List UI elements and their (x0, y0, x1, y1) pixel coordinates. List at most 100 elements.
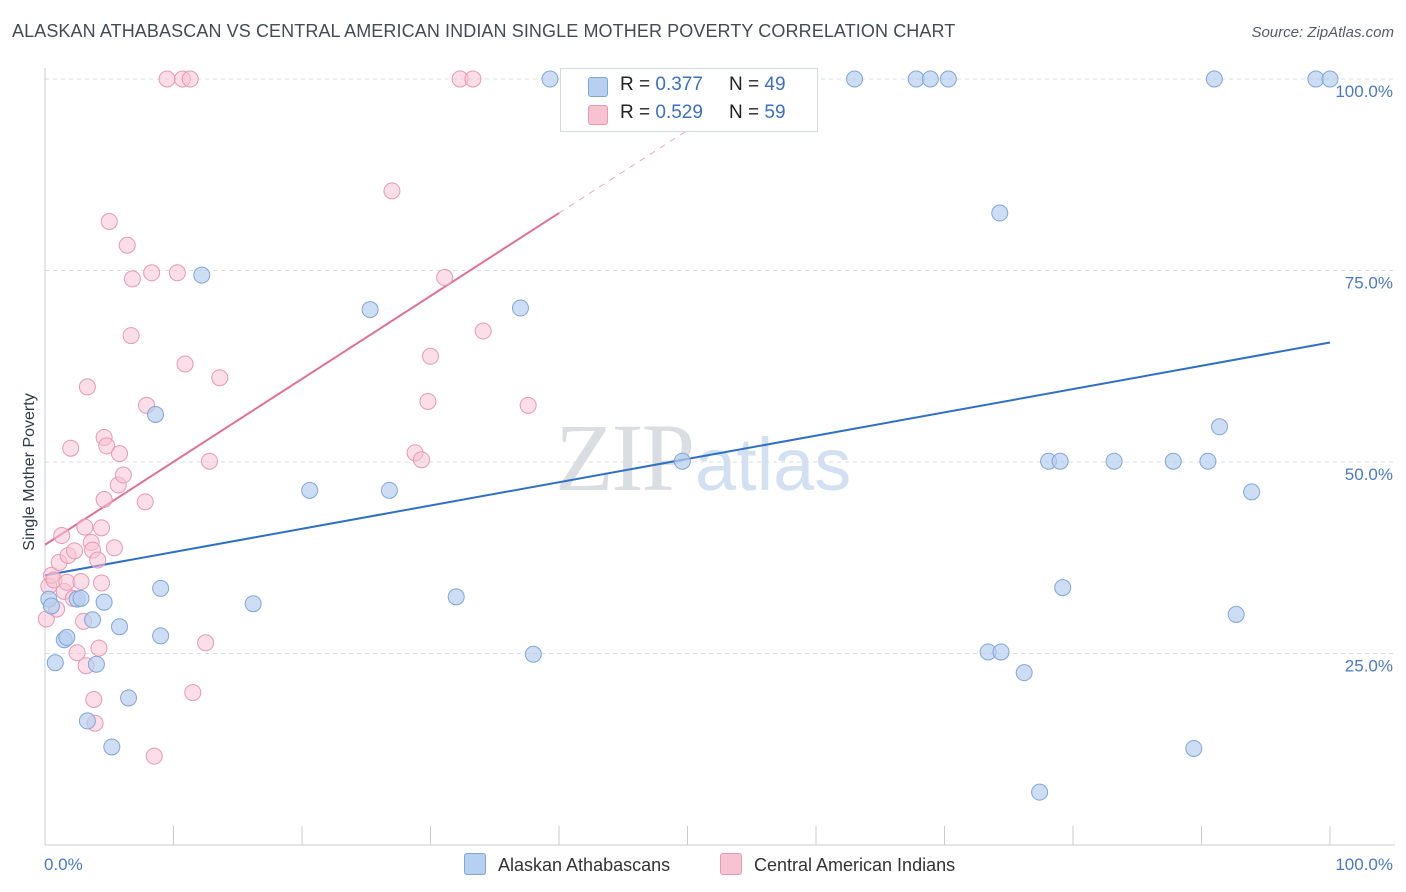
point-central-american-indians (519, 396, 537, 414)
watermark-atlas: atlas (695, 423, 852, 506)
legend-item-alaskan-athabascans[interactable]: Alaskan Athabascans (464, 853, 670, 876)
point-alaskan-athabascans (42, 597, 60, 615)
point-alaskan-athabascans (1015, 664, 1033, 682)
point-central-american-indians (85, 690, 103, 708)
point-alaskan-athabascans (1185, 739, 1203, 757)
point-alaskan-athabascans (846, 70, 864, 88)
point-central-american-indians (105, 539, 123, 557)
point-central-american-indians (122, 327, 140, 345)
point-central-american-indians (90, 639, 108, 657)
legend-swatch-pink (720, 853, 742, 875)
point-central-american-indians (62, 439, 80, 457)
point-alaskan-athabascans (301, 481, 319, 499)
point-alaskan-athabascans (511, 299, 529, 317)
point-alaskan-athabascans (1105, 452, 1123, 470)
y-tick-label: 50.0% (1345, 465, 1393, 484)
axes (44, 68, 1395, 846)
point-central-american-indians (383, 182, 401, 200)
legend-swatch-blue (588, 77, 608, 97)
point-alaskan-athabascans (1307, 70, 1325, 88)
point-central-american-indians (422, 347, 439, 365)
point-alaskan-athabascans (1164, 452, 1182, 470)
point-central-american-indians (78, 378, 96, 396)
point-central-american-indians (464, 70, 482, 88)
point-central-american-indians (100, 212, 118, 230)
point-alaskan-athabascans (524, 645, 542, 663)
point-central-american-indians (211, 369, 229, 387)
point-alaskan-athabascans (244, 595, 262, 613)
point-alaskan-athabascans (103, 738, 121, 756)
point-alaskan-athabascans (87, 655, 105, 673)
point-alaskan-athabascans (46, 654, 64, 672)
point-central-american-indians (143, 264, 161, 282)
series-legend: Alaskan Athabascans Central American Ind… (0, 851, 1406, 879)
point-central-american-indians (58, 573, 76, 591)
point-alaskan-athabascans (193, 266, 211, 284)
point-central-american-indians (76, 518, 94, 536)
n-value: 49 (764, 74, 786, 95)
point-alaskan-athabascans (992, 643, 1010, 661)
point-central-american-indians (176, 355, 194, 373)
legend-label: Central American Indians (754, 855, 956, 875)
point-alaskan-athabascans (58, 628, 76, 646)
gridlines (45, 78, 1395, 654)
point-central-american-indians (474, 322, 492, 340)
point-central-american-indians (419, 392, 437, 410)
point-alaskan-athabascans (1054, 579, 1072, 597)
point-central-american-indians (200, 452, 218, 470)
point-alaskan-athabascans (152, 627, 170, 645)
point-central-american-indians (197, 634, 215, 652)
watermark-zip: ZIP (555, 404, 695, 511)
point-central-american-indians (168, 264, 186, 282)
point-central-american-indians (436, 268, 454, 286)
point-central-american-indians (118, 236, 136, 254)
legend-item-central-american-indians[interactable]: Central American Indians (720, 853, 955, 876)
point-central-american-indians (181, 70, 199, 88)
y-tick-label: 75.0% (1345, 274, 1393, 293)
point-alaskan-athabascans (673, 452, 691, 470)
point-alaskan-athabascans (78, 712, 96, 730)
y-tick-label: 100.0% (1335, 82, 1393, 101)
n-value: 59 (764, 102, 786, 123)
point-alaskan-athabascans (921, 70, 939, 88)
point-central-american-indians (66, 542, 84, 560)
r-value: 0.529 (655, 102, 703, 123)
legend-swatch-pink (588, 105, 608, 125)
source-label: Source: ZipAtlas.com (1251, 24, 1394, 41)
point-central-american-indians (98, 437, 116, 455)
watermark: ZIPatlas (555, 402, 851, 513)
point-central-american-indians (111, 445, 129, 463)
point-alaskan-athabascans (1243, 483, 1261, 501)
r-stat: R = 0.529 (620, 102, 703, 123)
tick-labels: 25.0% 50.0% 75.0% 100.0% 0.0% 100.0% Single Mo… (21, 82, 1393, 874)
x-tick-label: 100.0% (1335, 855, 1393, 874)
point-alaskan-athabascans (152, 579, 170, 597)
point-alaskan-athabascans (991, 204, 1009, 222)
point-alaskan-athabascans (95, 593, 113, 611)
point-alaskan-athabascans (120, 689, 138, 707)
point-alaskan-athabascans (447, 588, 465, 606)
point-central-american-indians (53, 527, 71, 545)
n-stat: N = 59 (729, 102, 786, 123)
point-central-american-indians (413, 451, 431, 469)
point-central-american-indians (114, 466, 132, 484)
point-alaskan-athabascans (1051, 452, 1069, 470)
point-alaskan-athabascans (111, 618, 129, 636)
r-value: 0.377 (655, 74, 703, 95)
r-stat: R = 0.377 (620, 74, 703, 95)
point-central-american-indians (89, 551, 107, 569)
point-alaskan-athabascans (361, 301, 379, 319)
chart-title: ALASKAN ATHABASCAN VS CENTRAL AMERICAN I… (12, 21, 956, 41)
legend-swatch-blue (464, 853, 486, 875)
point-alaskan-athabascans (72, 589, 90, 607)
point-central-american-indians (136, 493, 154, 511)
trend-line-central-american-indians (44, 212, 560, 546)
point-alaskan-athabascans (1199, 452, 1217, 470)
point-alaskan-athabascans (1031, 783, 1049, 801)
point-alaskan-athabascans (1321, 70, 1339, 88)
point-central-american-indians (158, 70, 176, 88)
point-alaskan-athabascans (541, 70, 559, 88)
point-alaskan-athabascans (380, 481, 398, 499)
point-alaskan-athabascans (939, 70, 957, 88)
point-alaskan-athabascans (84, 611, 102, 629)
